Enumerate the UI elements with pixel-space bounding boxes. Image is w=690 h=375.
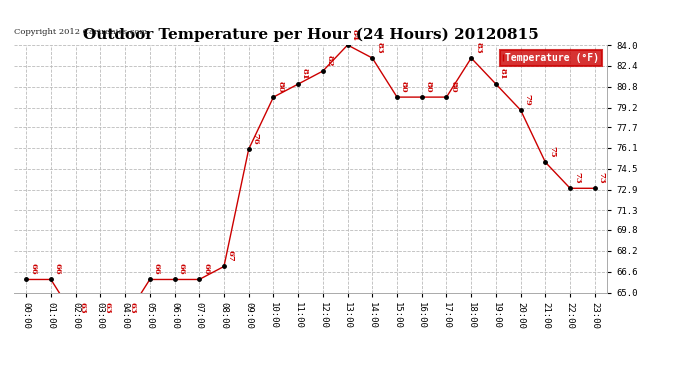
Text: 67: 67 bbox=[227, 250, 235, 262]
Text: 63: 63 bbox=[104, 302, 111, 314]
Text: 80: 80 bbox=[277, 81, 284, 93]
Text: 80: 80 bbox=[400, 81, 408, 93]
Text: 83: 83 bbox=[375, 42, 383, 54]
Text: 66: 66 bbox=[29, 263, 37, 275]
Legend: Temperature (°F): Temperature (°F) bbox=[500, 50, 602, 66]
Text: 66: 66 bbox=[54, 263, 62, 275]
Text: 83: 83 bbox=[474, 42, 482, 54]
Text: 66: 66 bbox=[177, 263, 186, 275]
Text: 81: 81 bbox=[301, 68, 309, 80]
Text: 84: 84 bbox=[351, 29, 359, 40]
Text: 76: 76 bbox=[252, 133, 259, 145]
Text: 80: 80 bbox=[449, 81, 457, 93]
Text: 79: 79 bbox=[524, 94, 531, 106]
Text: 73: 73 bbox=[573, 172, 581, 184]
Text: 82: 82 bbox=[326, 55, 334, 66]
Text: 73: 73 bbox=[598, 172, 606, 184]
Text: 66: 66 bbox=[202, 263, 210, 275]
Text: 81: 81 bbox=[499, 68, 507, 80]
Title: Outdoor Temperature per Hour (24 Hours) 20120815: Outdoor Temperature per Hour (24 Hours) … bbox=[83, 28, 538, 42]
Text: 63: 63 bbox=[79, 302, 86, 314]
Text: 75: 75 bbox=[549, 146, 556, 158]
Text: Copyright 2012 Cartronics.com: Copyright 2012 Cartronics.com bbox=[14, 28, 147, 36]
Text: 80: 80 bbox=[425, 81, 433, 93]
Text: 66: 66 bbox=[152, 263, 161, 275]
Text: 63: 63 bbox=[128, 302, 136, 314]
